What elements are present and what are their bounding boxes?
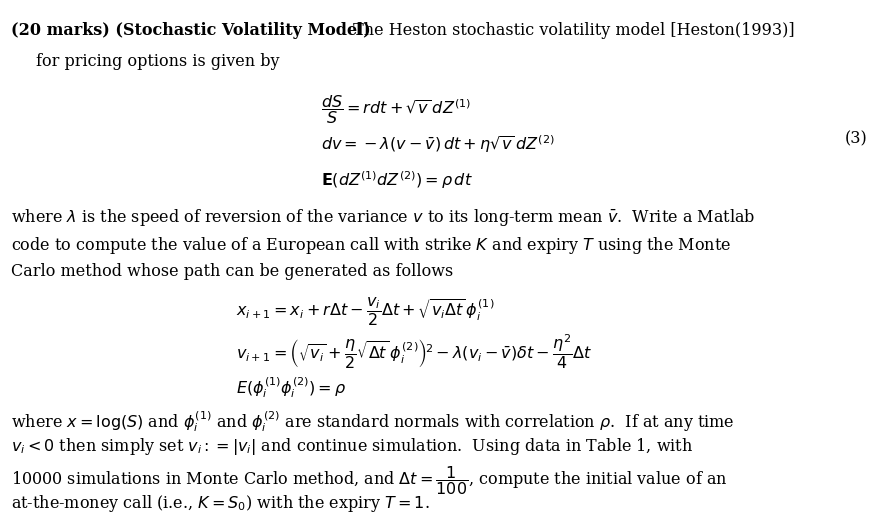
Text: $v_i < 0$ then simply set $v_i := |v_i|$ and continue simulation.  Using data in: $v_i < 0$ then simply set $v_i := |v_i|$… [11,436,693,457]
Text: where $x = \log(S)$ and $\phi_i^{(1)}$ and $\phi_i^{(2)}$ are standard normals w: where $x = \log(S)$ and $\phi_i^{(1)}$ a… [11,409,734,433]
Text: 10000 simulations in Monte Carlo method, and $\Delta t = \dfrac{1}{100}$, comput: 10000 simulations in Monte Carlo method,… [11,464,727,497]
Text: for pricing options is given by: for pricing options is given by [36,53,279,70]
Text: The Heston stochastic volatility model [Heston(1993)]: The Heston stochastic volatility model [… [348,22,795,39]
Text: where $\lambda$ is the speed of reversion of the variance $v$ to its long-term m: where $\lambda$ is the speed of reversio… [11,207,755,229]
Text: (3): (3) [844,131,867,148]
Text: $E(\phi_i^{(1)}\phi_i^{(2)}) = \rho$: $E(\phi_i^{(1)}\phi_i^{(2)}) = \rho$ [236,375,347,399]
Text: $\dfrac{dS}{S} = rdt + \sqrt{v}\,dZ^{(1)}$: $\dfrac{dS}{S} = rdt + \sqrt{v}\,dZ^{(1)… [321,93,471,126]
Text: (20 marks) (Stochastic Volatility Model): (20 marks) (Stochastic Volatility Model) [11,22,370,39]
Text: code to compute the value of a European call with strike $K$ and expiry $T$ usin: code to compute the value of a European … [11,235,731,256]
Text: $\mathbf{E}(dZ^{(1)}dZ^{(2)}) = \rho\, dt$: $\mathbf{E}(dZ^{(1)}dZ^{(2)}) = \rho\, d… [321,169,473,191]
Text: $x_{i+1} = x_i + r\Delta t - \dfrac{v_i}{2}\Delta t + \sqrt{v_i \Delta t}\,\phi_: $x_{i+1} = x_i + r\Delta t - \dfrac{v_i}… [236,295,495,328]
Text: $v_{i+1} = \left(\sqrt{v_i} + \dfrac{\eta}{2}\sqrt{\Delta t}\,\phi_i^{(2)}\right: $v_{i+1} = \left(\sqrt{v_i} + \dfrac{\et… [236,332,593,371]
Text: at-the-money call (i.e., $K = S_0$) with the expiry $T = 1$.: at-the-money call (i.e., $K = S_0$) with… [11,493,429,514]
Text: Carlo method whose path can be generated as follows: Carlo method whose path can be generated… [11,263,453,280]
Text: $dv = -\lambda(v - \bar{v})\,dt + \eta\sqrt{v}\,dZ^{(2)}$: $dv = -\lambda(v - \bar{v})\,dt + \eta\s… [321,133,555,155]
